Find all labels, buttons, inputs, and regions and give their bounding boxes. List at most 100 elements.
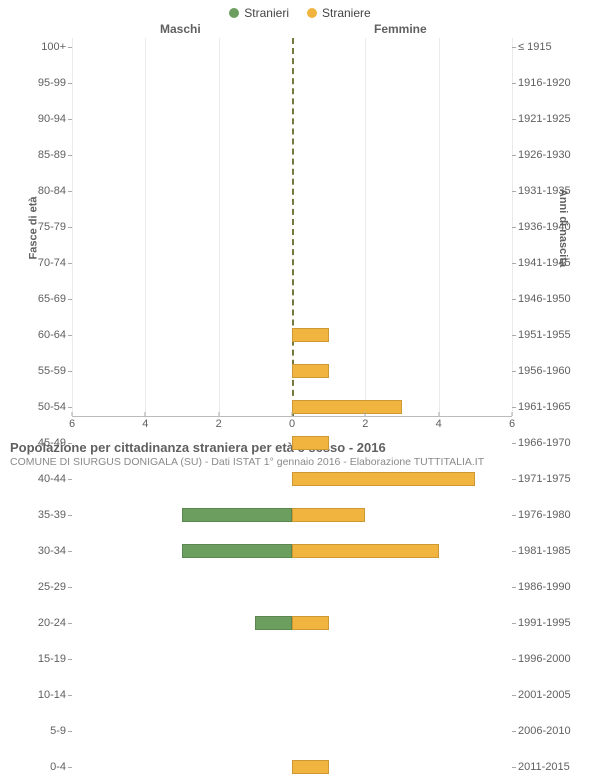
year-label: 1951-1955 — [518, 326, 571, 344]
tick-mark — [512, 263, 516, 264]
age-label: 55-59 — [38, 362, 66, 380]
table-row: 60-641951-1955 — [72, 326, 512, 344]
age-label: 75-79 — [38, 218, 66, 236]
year-label: 1931-1935 — [518, 182, 571, 200]
year-label: 2011-2015 — [518, 758, 570, 776]
tick-mark — [68, 695, 72, 696]
table-row: 15-191996-2000 — [72, 650, 512, 668]
table-row: 70-741941-1945 — [72, 254, 512, 272]
age-label: 60-64 — [38, 326, 66, 344]
year-label: 1956-1960 — [518, 362, 571, 380]
table-row: 0-42011-2015 — [72, 758, 512, 776]
legend-label-female: Straniere — [322, 6, 371, 20]
tick-mark — [68, 191, 72, 192]
tick-mark — [512, 119, 516, 120]
table-row: 45-491966-1970 — [72, 434, 512, 452]
x-axis: 6420246 — [72, 416, 512, 434]
tick-mark — [512, 191, 516, 192]
year-label: 1961-1965 — [518, 398, 571, 416]
x-tick-label: 2 — [362, 418, 368, 430]
tick-mark — [512, 47, 516, 48]
tick-mark — [512, 767, 516, 768]
chart-subtitle: COMUNE DI SIURGUS DONIGALA (SU) - Dati I… — [10, 456, 590, 468]
year-label: 1946-1950 — [518, 290, 571, 308]
tick-mark — [68, 659, 72, 660]
age-label: 20-24 — [38, 614, 66, 632]
x-tick-mark — [365, 412, 366, 416]
header-male: Maschi — [160, 22, 201, 36]
tick-mark — [512, 443, 516, 444]
tick-mark — [68, 551, 72, 552]
table-row: 65-691946-1950 — [72, 290, 512, 308]
x-tick-mark — [292, 412, 293, 416]
tick-mark — [512, 695, 516, 696]
age-label: 25-29 — [38, 578, 66, 596]
tick-mark — [68, 299, 72, 300]
tick-mark — [512, 299, 516, 300]
tick-mark — [68, 335, 72, 336]
age-label: 5-9 — [50, 722, 66, 740]
column-headers: Maschi Femmine — [22, 22, 578, 38]
year-label: 1976-1980 — [518, 506, 571, 524]
bar-female — [292, 508, 365, 522]
tick-mark — [512, 731, 516, 732]
table-row: 30-341981-1985 — [72, 542, 512, 560]
age-label: 45-49 — [38, 434, 66, 452]
tick-mark — [512, 623, 516, 624]
chart: Maschi Femmine Fasce di età Anni di nasc… — [22, 22, 578, 434]
age-label: 10-14 — [38, 686, 66, 704]
table-row: 90-941921-1925 — [72, 110, 512, 128]
tick-mark — [68, 155, 72, 156]
age-label: 0-4 — [50, 758, 66, 776]
table-row: 75-791936-1940 — [72, 218, 512, 236]
table-row: 20-241991-1995 — [72, 614, 512, 632]
bar-male — [182, 508, 292, 522]
rows-container: 100+≤ 191595-991916-192090-941921-192585… — [72, 38, 512, 416]
tick-mark — [68, 47, 72, 48]
tick-mark — [512, 479, 516, 480]
year-label: 2006-2010 — [518, 722, 571, 740]
bar-female — [292, 364, 329, 378]
x-tick-mark — [438, 412, 439, 416]
table-row: 55-591956-1960 — [72, 362, 512, 380]
tick-mark — [512, 407, 516, 408]
table-row: 25-291986-1990 — [72, 578, 512, 596]
x-tick-mark — [512, 412, 513, 416]
tick-mark — [512, 587, 516, 588]
tick-mark — [512, 659, 516, 660]
bar-female — [292, 616, 329, 630]
bar-female — [292, 328, 329, 342]
bar-female — [292, 760, 329, 774]
year-label: 1981-1985 — [518, 542, 571, 560]
tick-mark — [512, 155, 516, 156]
table-row: 5-92006-2010 — [72, 722, 512, 740]
tick-mark — [68, 83, 72, 84]
tick-mark — [512, 335, 516, 336]
tick-mark — [68, 587, 72, 588]
tick-mark — [68, 227, 72, 228]
legend-label-male: Stranieri — [244, 6, 289, 20]
x-tick-mark — [218, 412, 219, 416]
bar-male — [182, 544, 292, 558]
bar-female — [292, 400, 402, 414]
tick-mark — [512, 551, 516, 552]
tick-mark — [68, 371, 72, 372]
year-label: 1916-1920 — [518, 74, 571, 92]
year-label: 1941-1945 — [518, 254, 571, 272]
plot-area: 100+≤ 191595-991916-192090-941921-192585… — [72, 38, 512, 416]
year-label: ≤ 1915 — [518, 38, 552, 56]
year-label: 1996-2000 — [518, 650, 571, 668]
legend-swatch-female — [307, 8, 317, 18]
bar-female — [292, 472, 475, 486]
age-label: 35-39 — [38, 506, 66, 524]
table-row: 10-142001-2005 — [72, 686, 512, 704]
bar-female — [292, 436, 329, 450]
age-label: 90-94 — [38, 110, 66, 128]
table-row: 95-991916-1920 — [72, 74, 512, 92]
year-label: 1986-1990 — [518, 578, 571, 596]
x-tick-mark — [72, 412, 73, 416]
age-label: 80-84 — [38, 182, 66, 200]
tick-mark — [68, 731, 72, 732]
age-label: 50-54 — [38, 398, 66, 416]
tick-mark — [68, 623, 72, 624]
